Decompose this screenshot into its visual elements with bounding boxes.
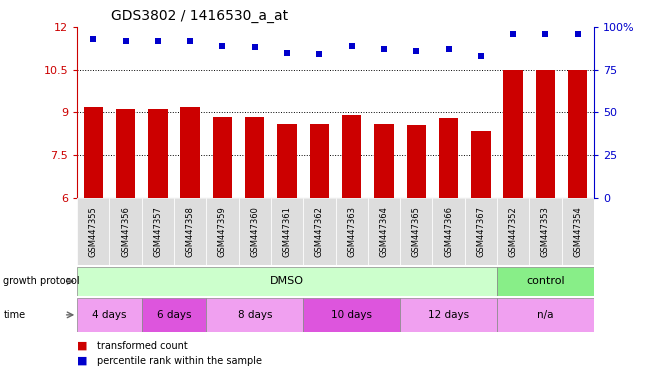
Text: time: time — [3, 310, 25, 320]
Bar — [336, 198, 368, 265]
Bar — [407, 125, 426, 369]
Text: GSM447352: GSM447352 — [509, 206, 517, 257]
Bar — [148, 109, 168, 369]
Bar — [77, 198, 109, 265]
Bar — [77, 267, 497, 296]
Text: 6 days: 6 days — [157, 310, 191, 320]
Bar — [142, 298, 207, 332]
Bar — [207, 198, 239, 265]
Bar — [471, 131, 491, 369]
Text: GSM447357: GSM447357 — [154, 206, 162, 257]
Text: ■: ■ — [77, 341, 88, 351]
Bar — [239, 198, 271, 265]
Bar — [368, 198, 400, 265]
Bar — [535, 70, 555, 369]
Bar — [109, 198, 142, 265]
Bar — [77, 298, 142, 332]
Text: GSM447364: GSM447364 — [379, 206, 389, 257]
Bar — [400, 198, 432, 265]
Bar — [310, 124, 329, 369]
Text: DMSO: DMSO — [270, 276, 304, 286]
Bar — [432, 198, 465, 265]
Text: percentile rank within the sample: percentile rank within the sample — [97, 356, 262, 366]
Bar — [342, 115, 362, 369]
Bar — [562, 198, 594, 265]
Text: GSM447367: GSM447367 — [476, 206, 485, 257]
Bar — [465, 198, 497, 265]
Bar — [374, 124, 394, 369]
Bar — [400, 298, 497, 332]
Bar — [497, 198, 529, 265]
Bar — [245, 117, 264, 369]
Text: GSM447362: GSM447362 — [315, 206, 324, 257]
Text: ■: ■ — [77, 356, 88, 366]
Text: GSM447366: GSM447366 — [444, 206, 453, 257]
Text: GSM447353: GSM447353 — [541, 206, 550, 257]
Text: GSM447354: GSM447354 — [573, 206, 582, 257]
Text: 10 days: 10 days — [331, 310, 372, 320]
Text: n/a: n/a — [537, 310, 554, 320]
Text: 8 days: 8 days — [238, 310, 272, 320]
Text: GSM447355: GSM447355 — [89, 206, 98, 257]
Bar — [497, 298, 594, 332]
Text: growth protocol: growth protocol — [3, 276, 80, 286]
Bar — [84, 107, 103, 369]
Bar — [568, 70, 587, 369]
Bar — [180, 107, 200, 369]
Text: GSM447361: GSM447361 — [282, 206, 292, 257]
Bar — [271, 198, 303, 265]
Text: GDS3802 / 1416530_a_at: GDS3802 / 1416530_a_at — [111, 9, 288, 23]
Bar — [174, 198, 207, 265]
Bar — [213, 117, 232, 369]
Bar — [142, 198, 174, 265]
Bar — [277, 124, 297, 369]
Bar — [303, 298, 400, 332]
Text: control: control — [526, 276, 565, 286]
Bar — [439, 118, 458, 369]
Text: GSM447359: GSM447359 — [218, 206, 227, 257]
Bar — [503, 70, 523, 369]
Text: GSM447358: GSM447358 — [186, 206, 195, 257]
Text: GSM447356: GSM447356 — [121, 206, 130, 257]
Bar — [116, 109, 136, 369]
Bar — [529, 198, 562, 265]
Text: GSM447365: GSM447365 — [412, 206, 421, 257]
Text: GSM447363: GSM447363 — [347, 206, 356, 257]
Bar — [207, 298, 303, 332]
Text: transformed count: transformed count — [97, 341, 188, 351]
Bar — [303, 198, 336, 265]
Text: 12 days: 12 days — [428, 310, 469, 320]
Text: GSM447360: GSM447360 — [250, 206, 259, 257]
Text: 4 days: 4 days — [92, 310, 127, 320]
Bar — [497, 267, 594, 296]
